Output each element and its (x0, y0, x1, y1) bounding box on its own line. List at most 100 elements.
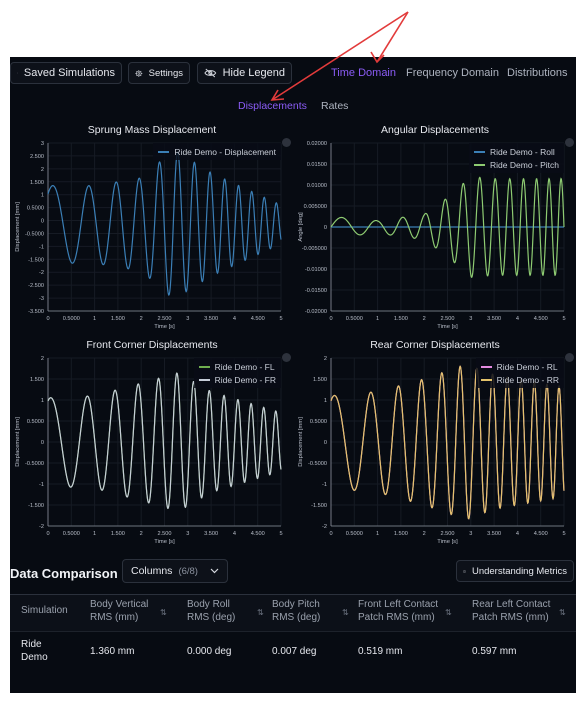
y-tick-label: -0.01500 (305, 288, 327, 294)
y-tick-label: 1.500 (313, 377, 327, 383)
settings-button[interactable]: Settings (128, 62, 190, 84)
series-line (330, 365, 565, 520)
y-tick-label: 3 (41, 141, 44, 147)
column-header-text: Simulation (21, 605, 68, 616)
y-tick-label: -0.5000 (308, 461, 327, 467)
x-tick-label: 5 (279, 316, 282, 322)
x-axis-label: Time [s] (437, 324, 458, 330)
table-cell-text: 0.000 deg (187, 646, 232, 657)
table-row[interactable]: Ride Demo 1.360 mm 0.000 deg 0.007 deg 0.519 … (10, 632, 576, 682)
hide-legend-button[interactable]: Hide Legend (197, 62, 292, 84)
legend-swatch (158, 150, 170, 153)
subtab-rates[interactable]: Rates (321, 100, 349, 112)
legend-entry[interactable]: Ride Demo - FR (198, 373, 276, 386)
sort-icon[interactable]: ⇅ (257, 608, 264, 617)
x-tick-label: 2.500 (441, 316, 455, 322)
sort-icon[interactable]: ⇅ (559, 608, 566, 617)
chart-legend: Ride Demo - FL Ride Demo - FR (193, 358, 281, 388)
chart-legend: Ride Demo - RL Ride Demo - RR (475, 358, 564, 388)
chart-sprung-mass: Sprung Mass Displacement 3 2.500 2 1.500 1 0.… (10, 123, 293, 338)
y-tick-label: -2 (39, 524, 44, 530)
x-axis-label: Time [s] (154, 539, 175, 545)
legend-entry[interactable]: Ride Demo - RL (480, 360, 559, 373)
y-tick-label: 0 (324, 225, 327, 231)
y-tick-label: 2 (41, 167, 44, 173)
saved-simulations-button[interactable]: Saved Simulations (10, 62, 122, 84)
y-tick-label: -1.500 (28, 503, 44, 509)
table-cell-text: Demo (21, 652, 48, 663)
sort-icon[interactable]: ⇅ (342, 608, 349, 617)
legend-label: Ride Demo - Pitch (490, 159, 559, 170)
y-tick-label: -2 (39, 270, 44, 276)
x-tick-label: 0.5000 (346, 316, 363, 322)
x-tick-label: 4.500 (534, 316, 548, 322)
understanding-metrics-label: Understanding Metrics (471, 565, 567, 577)
data-comparison-title: Data Comparison (10, 566, 118, 581)
column-header-text: Body Roll (187, 599, 230, 610)
y-tick-label: -1 (322, 482, 327, 488)
column-header[interactable]: Front Left Contact Patch RMS (mm) (358, 598, 438, 624)
legend-swatch (480, 365, 492, 368)
table-cell-text: Ride (21, 639, 42, 650)
legend-entry[interactable]: Ride Demo - Pitch (474, 158, 559, 171)
y-tick-label: 1 (41, 193, 44, 199)
legend-toggle-icon[interactable] (565, 353, 574, 362)
x-tick-label: 0 (329, 316, 332, 322)
legend-entry[interactable]: Ride Demo - Roll (474, 145, 559, 158)
sort-icon[interactable]: ⇅ (160, 608, 167, 617)
legend-toggle-icon[interactable] (282, 353, 291, 362)
table-header: Simulation Body Vertical RMS (mm) ⇅ Body Rol… (10, 595, 576, 632)
column-header[interactable]: Simulation (21, 604, 68, 617)
subtab-displacements[interactable]: Displacements (238, 100, 307, 112)
legend-toggle-icon[interactable] (565, 138, 574, 147)
x-tick-label: 0.5000 (63, 316, 80, 322)
info-icon (463, 569, 466, 573)
tab-distributions[interactable]: Distributions (507, 67, 568, 79)
x-axis-label: Time [s] (154, 324, 175, 330)
x-tick-label: 2 (140, 316, 143, 322)
x-tick-label: 3 (186, 316, 189, 322)
x-tick-label: 3.500 (204, 531, 218, 537)
column-header[interactable]: Body Vertical RMS (mm) (90, 598, 148, 624)
legend-entry[interactable]: Ride Demo - RR (480, 373, 559, 386)
chart-legend: Ride Demo - Roll Ride Demo - Pitch (469, 143, 564, 173)
y-axis-label: Displacement [mm] (15, 417, 21, 467)
tab-time-domain[interactable]: Time Domain (331, 67, 396, 79)
tab-frequency-domain[interactable]: Frequency Domain (406, 67, 499, 79)
columns-select[interactable]: Columns (6/8) (122, 559, 228, 583)
x-tick-label: 5 (279, 531, 282, 537)
legend-entry[interactable]: Ride Demo - FL (198, 360, 276, 373)
table-cell: Ride Demo (21, 638, 48, 664)
chart-title: Rear Corner Displacements (370, 339, 500, 351)
x-tick-label: 3 (186, 531, 189, 537)
series-line (330, 176, 565, 278)
legend-swatch (198, 378, 210, 381)
chart-rear-corner: Rear Corner Displacements 2 1.500 1 0.5000 0… (293, 338, 576, 553)
column-header[interactable]: Body Pitch RMS (deg) (272, 598, 320, 624)
table-cell-text: 0.597 mm (472, 646, 517, 657)
x-tick-label: 1.500 (111, 316, 125, 322)
legend-label: Ride Demo - Displacement (174, 146, 276, 157)
understanding-metrics-button[interactable]: Understanding Metrics (456, 560, 574, 582)
legend-toggle-icon[interactable] (282, 138, 291, 147)
column-header[interactable]: Rear Left Contact Patch RMS (mm) (472, 598, 550, 624)
y-tick-label: 2 (41, 356, 44, 362)
x-tick-label: 0.5000 (63, 531, 80, 537)
settings-label: Settings (148, 67, 183, 79)
x-axis-label: Time [s] (437, 539, 458, 545)
column-header[interactable]: Body Roll RMS (deg) (187, 598, 235, 624)
y-tick-label: 0.005000 (304, 204, 327, 210)
app-window: Saved Simulations Settings Hide Legend T… (10, 57, 576, 693)
chart-svg: 0.02000 0.01500 0.01000 0.005000 0 -0.005000 -… (298, 141, 566, 330)
column-header-text: RMS (deg) (272, 612, 321, 623)
x-tick-label: 2.500 (158, 316, 172, 322)
y-tick-label: 2 (324, 356, 327, 362)
y-tick-label: -1 (39, 244, 44, 250)
y-tick-label: 0.01000 (307, 183, 327, 189)
x-tick-label: 3.500 (487, 316, 501, 322)
y-tick-label: -1 (39, 482, 44, 488)
sort-icon[interactable]: ⇅ (445, 608, 452, 617)
legend-entry[interactable]: Ride Demo - Displacement (158, 145, 276, 158)
column-header-text: Body Pitch (272, 599, 320, 610)
